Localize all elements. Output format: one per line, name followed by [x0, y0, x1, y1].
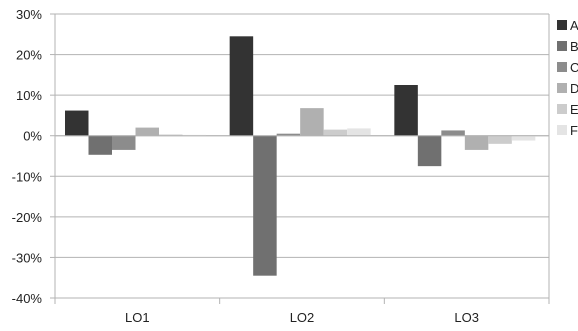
y-tick-label: -40% [12, 291, 43, 306]
bar-lo3-f [511, 135, 536, 141]
bar-lo2-b [253, 135, 277, 276]
bar-lo3-d [464, 135, 489, 150]
legend-label-a: A [570, 18, 578, 33]
bar-lo1-b [88, 135, 112, 155]
legend-label-d: D [570, 81, 578, 96]
legend-swatch-e [557, 104, 567, 114]
y-tick-label: 20% [16, 48, 42, 63]
legend-swatch-a [557, 20, 567, 30]
y-tick-label: 0% [23, 129, 42, 144]
bar-lo1-c [112, 135, 136, 150]
legend-label-e: E [570, 102, 578, 117]
bar-lo2-f [347, 128, 371, 136]
legend-swatch-c [557, 62, 567, 72]
y-axis-tick-labels: 30% 20% 10% 0% -10% -20% -30% -40% [12, 7, 43, 306]
axes [50, 13, 550, 304]
y-tick-label: -20% [12, 210, 43, 225]
y-tick-label: 10% [16, 88, 42, 103]
legend-swatch-b [557, 41, 567, 51]
bar-lo3-a [394, 85, 418, 136]
x-category-label: LO3 [454, 310, 479, 325]
x-category-label: LO2 [290, 310, 315, 325]
bar-lo2-e [323, 129, 348, 136]
y-tick-label: -10% [12, 169, 43, 184]
y-tick-label: 30% [16, 7, 42, 22]
bar-lo2-d [300, 108, 324, 136]
bar-lo2-a [229, 36, 254, 136]
gridlines [55, 13, 549, 299]
bar-lo3-c [441, 130, 465, 136]
legend-label-c: C [570, 60, 578, 75]
x-axis-category-labels: LO1 LO2 LO3 [125, 310, 479, 325]
x-category-label: LO1 [125, 310, 150, 325]
bar-lo1-d [135, 127, 159, 136]
bars-group [65, 36, 536, 276]
bar-lo1-a [65, 110, 89, 136]
legend-label-b: B [570, 39, 578, 54]
bar-lo1-e [159, 134, 183, 136]
bar-lo3-e [488, 135, 512, 144]
bar-lo3-b [417, 135, 442, 167]
legend-label-f: F [570, 123, 578, 138]
legend-swatch-d [557, 83, 567, 93]
bar-lo2-c [276, 133, 301, 136]
y-tick-label: -30% [12, 250, 43, 265]
legend-swatch-f [557, 125, 567, 135]
